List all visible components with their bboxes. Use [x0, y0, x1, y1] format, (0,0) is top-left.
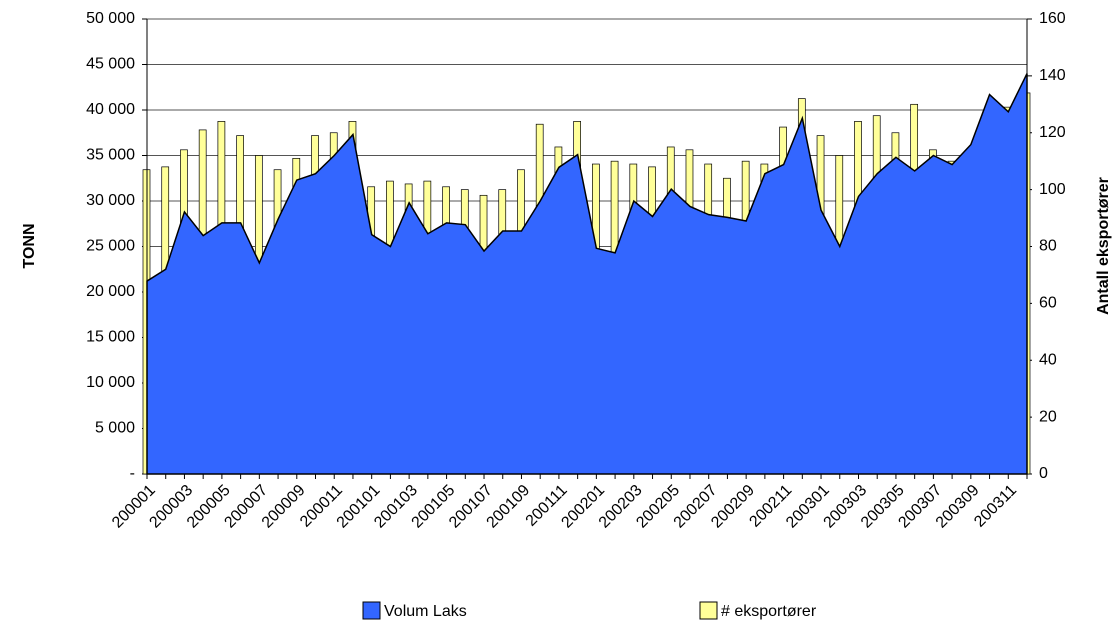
y2-tick-label: 140: [1039, 67, 1066, 84]
y-tick-label: 5 000: [95, 420, 135, 437]
y-tick-label: 40 000: [86, 101, 135, 118]
y-tick-label: 15 000: [86, 329, 135, 346]
x-tick-label: 200311: [971, 482, 1020, 531]
y2-tick-label: 100: [1039, 181, 1066, 198]
legend-label: Volum Laks: [384, 603, 467, 620]
y2-axis-label: Antall eksportører: [1095, 177, 1112, 315]
y2-tick-label: 60: [1039, 295, 1057, 312]
y-tick-label: 10 000: [86, 374, 135, 391]
y2-tick-label: 120: [1039, 124, 1066, 141]
y2-tick-label: 160: [1039, 10, 1066, 27]
y2-tick-label: 20: [1039, 408, 1057, 425]
y2-tick-label: 80: [1039, 238, 1057, 255]
y-tick-label: 25 000: [86, 238, 135, 255]
y-tick-label: 35 000: [86, 147, 135, 164]
y-tick-label: -: [130, 465, 135, 482]
legend-swatch: [699, 601, 718, 620]
y-tick-label: 45 000: [86, 56, 135, 73]
y-tick-label: 20 000: [86, 283, 135, 300]
legend-label: # eksportører: [721, 603, 817, 620]
area: [146, 73, 1028, 475]
legend-swatch: [362, 601, 381, 620]
y2-tick-label: 40: [1039, 351, 1057, 368]
y-tick-label: 50 000: [86, 10, 135, 27]
y2-tick-label: 0: [1039, 465, 1048, 482]
y-axis-label: TONN: [21, 223, 38, 268]
y-tick-label: 30 000: [86, 192, 135, 209]
